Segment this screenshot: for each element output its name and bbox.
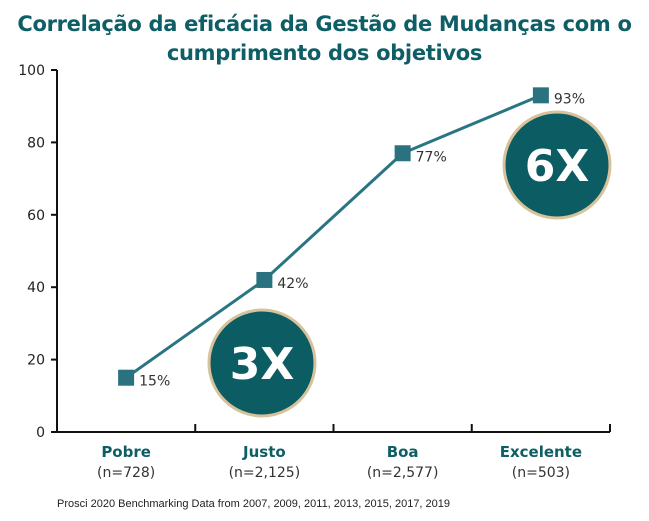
- y-tick-label: 100: [18, 63, 45, 79]
- data-point: [118, 369, 135, 386]
- x-tick-label: Justo: [242, 443, 286, 461]
- x-tick-label: Excelente: [500, 443, 582, 461]
- data-label: 15%: [139, 374, 170, 390]
- badge-circle: [502, 110, 612, 220]
- y-tick-label: 60: [27, 208, 45, 224]
- chart-title: Correlação da eficácia da Gestão de Muda…: [17, 12, 632, 65]
- x-tick-sublabel: (n=2,125): [229, 465, 301, 481]
- source-note: Prosci 2020 Benchmarking Data from 2007,…: [57, 498, 451, 510]
- x-tick-label: Boa: [387, 443, 419, 461]
- data-label: 93%: [554, 91, 585, 107]
- data-point: [532, 87, 549, 104]
- y-tick-label: 0: [36, 425, 45, 441]
- data-label: 77%: [416, 149, 447, 165]
- badge-circle: [207, 308, 317, 418]
- x-tick-sublabel: (n=728): [97, 465, 155, 481]
- x-tick-sublabel: (n=503): [512, 465, 570, 481]
- y-tick-label: 40: [27, 280, 45, 296]
- badge-label: 3X: [230, 339, 295, 390]
- data-point: [256, 271, 273, 288]
- x-tick-label: Pobre: [101, 443, 151, 461]
- series-line: [125, 93, 542, 379]
- y-tick-label: 80: [27, 135, 45, 151]
- data-label: 42%: [277, 276, 308, 292]
- badge-label: 6X: [525, 141, 590, 192]
- data-point: [394, 145, 411, 162]
- y-tick-label: 20: [27, 353, 45, 369]
- x-tick-sublabel: (n=2,577): [367, 465, 439, 481]
